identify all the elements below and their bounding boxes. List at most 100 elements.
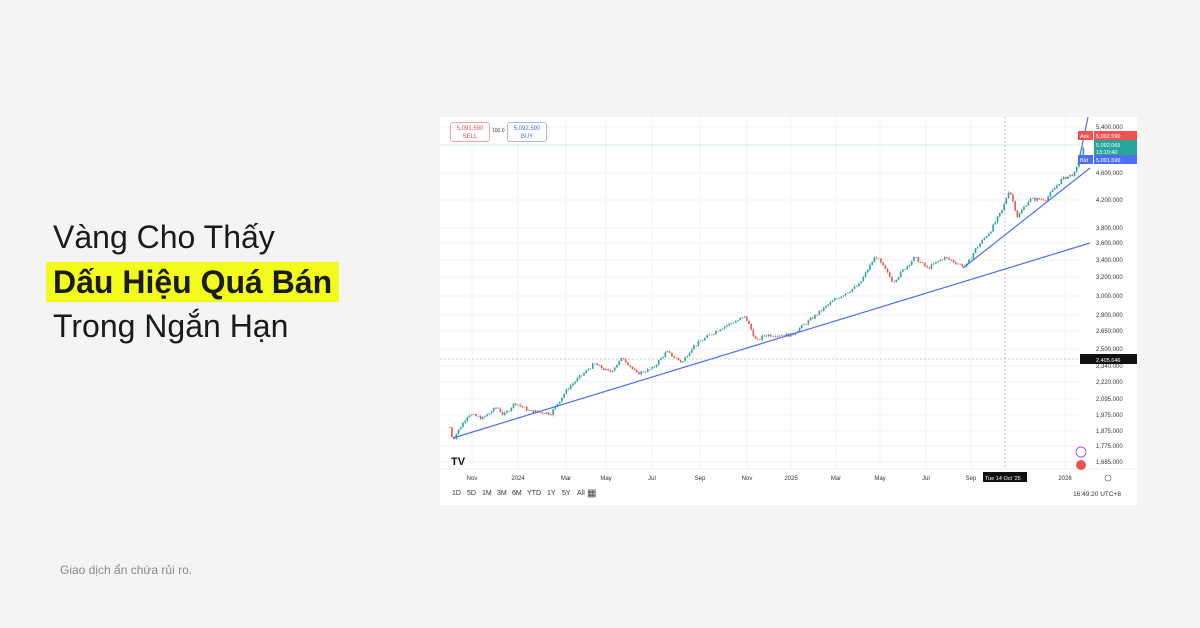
candle bbox=[673, 356, 675, 358]
range-button-ytd[interactable]: YTD bbox=[527, 490, 541, 497]
candle bbox=[457, 429, 460, 434]
candle bbox=[811, 317, 814, 319]
price-chart[interactable]: 5,400.000 4,600.000 4,200.000 3,800.000 3,60… bbox=[440, 117, 1137, 505]
candle bbox=[695, 345, 697, 346]
candle bbox=[974, 248, 977, 254]
candle bbox=[574, 381, 576, 384]
candle bbox=[671, 352, 673, 357]
range-button-1d[interactable]: 1D bbox=[452, 490, 461, 497]
candle bbox=[831, 300, 834, 303]
candle bbox=[653, 366, 656, 368]
candle bbox=[851, 288, 854, 292]
trendline[interactable] bbox=[452, 242, 1091, 439]
candle bbox=[470, 414, 473, 416]
candle bbox=[545, 412, 548, 414]
range-button-1y[interactable]: 1Y bbox=[547, 490, 556, 497]
candle bbox=[1082, 147, 1085, 156]
x-tick-label: Jul bbox=[648, 476, 656, 482]
candle bbox=[539, 411, 541, 413]
y-tick-label: 4,200.000 bbox=[1096, 198, 1123, 204]
range-button-1m[interactable]: 1M bbox=[482, 490, 492, 497]
candle bbox=[1047, 196, 1049, 201]
y-tick-label: 2,220.000 bbox=[1096, 380, 1123, 386]
candle bbox=[921, 262, 924, 263]
chart-canvas[interactable]: 5,400.000 4,600.000 4,200.000 3,800.000 3,60… bbox=[440, 117, 1137, 505]
date-range-calendar-icon[interactable]: ▦ bbox=[587, 488, 597, 499]
candle bbox=[679, 360, 682, 363]
candle bbox=[825, 305, 827, 308]
trendline[interactable] bbox=[962, 167, 1091, 269]
candle bbox=[732, 322, 735, 324]
candle bbox=[605, 368, 607, 371]
clock: 16:49:20 UTC+8 bbox=[1073, 491, 1121, 498]
candle bbox=[1001, 210, 1003, 213]
candle bbox=[690, 349, 693, 353]
range-button-5d[interactable]: 5D bbox=[467, 490, 476, 497]
candle bbox=[723, 326, 726, 329]
candle bbox=[495, 407, 497, 409]
candle bbox=[701, 340, 704, 342]
candle bbox=[981, 239, 983, 244]
lightning-event-icon[interactable] bbox=[1075, 446, 1087, 458]
y-tick-label: 2,650.000 bbox=[1096, 329, 1123, 335]
candle bbox=[840, 296, 843, 299]
bid-label-bg bbox=[1078, 155, 1093, 164]
y-tick-label: 3,400.000 bbox=[1096, 258, 1123, 264]
candle bbox=[497, 407, 499, 409]
candle bbox=[1073, 171, 1076, 176]
candle bbox=[1031, 197, 1034, 199]
buy-button[interactable]: 5,092.590 BUY bbox=[507, 122, 547, 142]
candle bbox=[798, 328, 801, 332]
candle bbox=[589, 368, 592, 370]
ask-price-bg bbox=[1094, 131, 1137, 140]
x-tick-label: May bbox=[600, 476, 611, 482]
candle bbox=[917, 257, 920, 263]
candle bbox=[992, 224, 994, 232]
y-tick-label: 2,095.000 bbox=[1096, 397, 1123, 403]
candle bbox=[649, 369, 651, 370]
candle bbox=[1064, 176, 1067, 179]
candle bbox=[704, 337, 706, 341]
settings-icon[interactable] bbox=[1104, 474, 1112, 482]
candle bbox=[957, 263, 959, 265]
candle bbox=[1029, 198, 1032, 202]
candle bbox=[464, 420, 466, 423]
y-tick-label: 3,000.000 bbox=[1096, 294, 1123, 300]
candle bbox=[987, 233, 990, 237]
candle bbox=[699, 341, 702, 342]
headline-highlight: Dấu Hiệu Quá Bán bbox=[46, 262, 340, 302]
candle bbox=[908, 264, 911, 266]
candle bbox=[741, 317, 744, 319]
candle bbox=[748, 320, 750, 325]
candle bbox=[684, 357, 686, 362]
candle bbox=[1025, 205, 1027, 207]
candle bbox=[596, 363, 598, 366]
range-button-all[interactable]: All bbox=[577, 490, 585, 497]
candle bbox=[1060, 178, 1063, 185]
headline-line3: Trong Ngắn Hạn bbox=[53, 308, 289, 344]
candle bbox=[642, 371, 645, 373]
candle bbox=[1014, 201, 1016, 211]
candle bbox=[481, 417, 484, 420]
candle bbox=[519, 404, 521, 406]
candle bbox=[785, 333, 788, 337]
x-tick-label: Jul bbox=[922, 476, 930, 482]
candle bbox=[1049, 192, 1052, 197]
countdown-bg bbox=[1094, 148, 1137, 156]
candle bbox=[772, 336, 774, 337]
us-flag-event-icon[interactable] bbox=[1076, 460, 1086, 470]
candle bbox=[550, 414, 552, 416]
candle bbox=[717, 330, 719, 332]
candle bbox=[976, 247, 979, 249]
crosshair-price-bg bbox=[1094, 354, 1137, 364]
candle bbox=[979, 243, 981, 248]
sell-button[interactable]: 5,091.590 SELL bbox=[450, 122, 490, 142]
candle bbox=[884, 265, 887, 270]
range-button-5y[interactable]: 5Y bbox=[562, 490, 571, 497]
range-button-6m[interactable]: 6M bbox=[512, 490, 522, 497]
candle bbox=[990, 231, 992, 234]
candle bbox=[655, 364, 658, 367]
candle bbox=[488, 413, 491, 415]
range-button-3m[interactable]: 3M bbox=[497, 490, 507, 497]
candle bbox=[930, 264, 933, 269]
